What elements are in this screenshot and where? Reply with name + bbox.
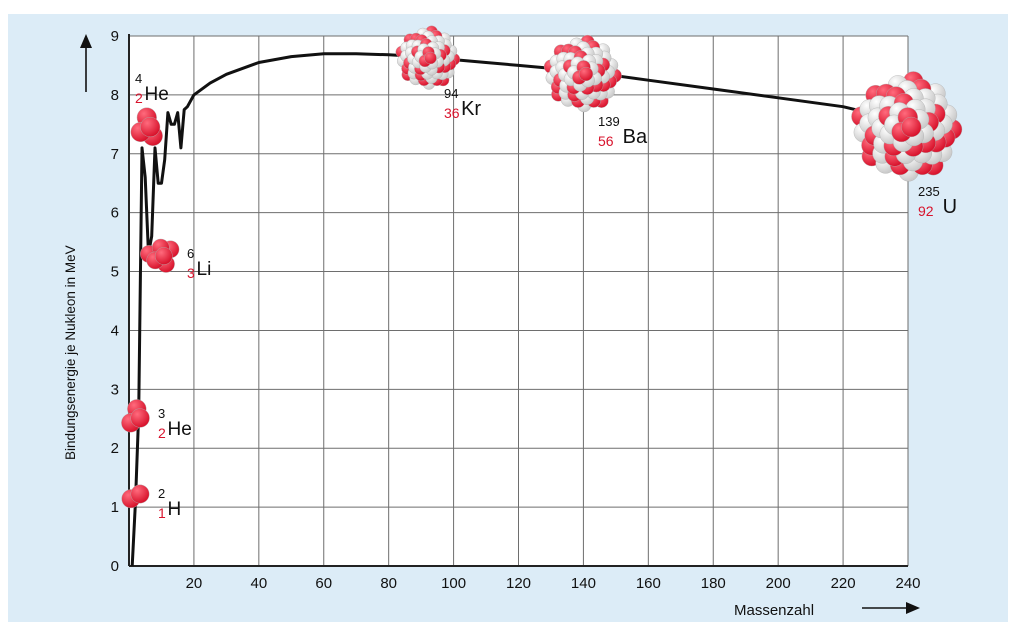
- y-tick-label: 9: [111, 28, 119, 45]
- x-tick-label: 100: [441, 575, 466, 592]
- nucleus-h-2: [121, 484, 150, 509]
- atomic-number: 92: [918, 203, 934, 219]
- mass-number: 139: [598, 114, 620, 129]
- element-symbol: He: [168, 419, 192, 440]
- nucleus-kr-94: [395, 25, 461, 90]
- y-tick-labels: 0 1 2 3 4 5 6 7 8 9: [111, 28, 119, 575]
- x-tick-label: 240: [895, 575, 920, 592]
- element-symbol: U: [943, 196, 957, 218]
- y-axis-arrow: [80, 34, 92, 92]
- atomic-number: 2: [158, 425, 166, 441]
- binding-energy-curve: [130, 52, 893, 567]
- nucleus-he-4: [130, 107, 163, 146]
- element-symbol: Ba: [623, 126, 648, 148]
- nucleus-ba-139: [543, 34, 622, 113]
- mass-number: 3: [158, 406, 165, 421]
- y-tick-label: 3: [111, 381, 119, 398]
- x-tick-label: 40: [250, 575, 267, 592]
- nuclide-label-li-6: 6 3 Li: [187, 246, 211, 281]
- y-tick-label: 8: [111, 87, 119, 104]
- y-tick-label: 5: [111, 264, 119, 281]
- mass-number: 2: [158, 486, 165, 501]
- x-tick-label: 60: [315, 575, 332, 592]
- nuclide-label-u-235: 235 92 U: [918, 184, 957, 219]
- y-tick-label: 2: [111, 440, 119, 457]
- mass-number: 4: [135, 71, 142, 86]
- nucleus-illustrations: [121, 25, 963, 509]
- x-axis-arrow: [862, 602, 920, 614]
- x-tick-label: 200: [766, 575, 791, 592]
- x-tick-label: 20: [186, 575, 203, 592]
- proton: [154, 247, 173, 265]
- nuclide-label-he-3: 3 2 He: [158, 406, 192, 441]
- x-tick-label: 80: [380, 575, 397, 592]
- atomic-number: 1: [158, 505, 166, 521]
- x-axis-label: Massenzahl: [734, 602, 814, 619]
- y-tick-label: 7: [111, 146, 119, 163]
- y-tick-label: 6: [111, 205, 119, 222]
- nuclide-label-h-2: 2 1 H: [158, 486, 181, 521]
- x-tick-label: 140: [571, 575, 596, 592]
- element-symbol: H: [168, 499, 182, 520]
- atomic-number: 3: [187, 265, 195, 281]
- grid: [129, 35, 909, 566]
- y-tick-label: 4: [111, 322, 119, 339]
- atomic-number: 36: [444, 105, 460, 121]
- element-symbol: Li: [197, 259, 212, 280]
- atomic-number: 56: [598, 133, 614, 149]
- x-tick-label: 160: [636, 575, 661, 592]
- nucleus-u-235: [851, 71, 963, 182]
- nuclide-label-ba-139: 139 56 Ba: [598, 114, 648, 149]
- nucleus-li-6: [140, 238, 180, 273]
- y-tick-label: 0: [111, 558, 119, 575]
- x-tick-label: 120: [506, 575, 531, 592]
- nucleus-he-3: [121, 399, 150, 433]
- proton: [901, 116, 922, 138]
- axes: [128, 34, 908, 567]
- element-symbol: He: [145, 84, 169, 105]
- nuclide-label-kr-94: 94 36 Kr: [444, 86, 481, 121]
- x-tick-label: 180: [701, 575, 726, 592]
- proton: [140, 116, 161, 137]
- nuclide-label-he-4: 4 2 He: [135, 71, 169, 106]
- y-axis-label: Bindungsenergie je Nukleon in MeV: [63, 245, 78, 460]
- x-tick-label: 220: [831, 575, 856, 592]
- mass-number: 235: [918, 184, 940, 199]
- mass-number: 94: [444, 86, 458, 101]
- y-tick-label: 1: [111, 499, 119, 516]
- proton: [130, 408, 150, 428]
- element-symbol: Kr: [461, 98, 481, 120]
- atomic-number: 2: [135, 90, 143, 106]
- proton: [424, 51, 437, 65]
- mass-number: 6: [187, 246, 194, 261]
- proton: [578, 66, 594, 82]
- x-tick-labels: 20 40 60 80 100 120 140 160 180 200 220 240: [186, 575, 921, 592]
- proton: [130, 484, 150, 504]
